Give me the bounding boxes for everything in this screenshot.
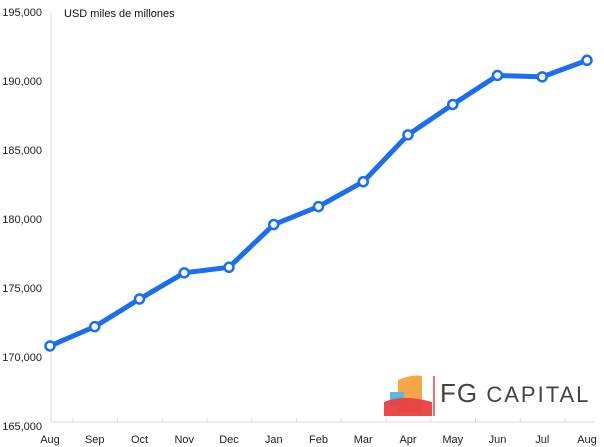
data-point [223, 261, 235, 274]
data-point [268, 218, 280, 231]
data-point [581, 54, 593, 67]
y-tick-label: 175,000 [2, 283, 42, 295]
data-point [178, 267, 190, 279]
x-tick-label: Nov [174, 434, 194, 446]
x-tick-label: Sep [85, 434, 105, 446]
x-tick-label: May [442, 434, 463, 446]
y-tick-label: 165,000 [2, 421, 42, 433]
data-point [357, 175, 369, 188]
data-point [133, 293, 146, 305]
x-tick-label: Oct [131, 434, 148, 446]
x-tick-label: Jul [535, 434, 549, 446]
x-tick-label: Feb [309, 434, 328, 446]
x-tick-label: Mar [354, 434, 373, 446]
y-tick-label: 190,000 [2, 76, 42, 88]
x-tick-label: Jan [265, 434, 283, 446]
logo-mark-icon [384, 375, 435, 416]
data-point [89, 320, 101, 333]
y-tick-label: 195,000 [2, 7, 42, 19]
y-tick-label: 170,000 [2, 352, 42, 364]
data-point [402, 129, 414, 141]
logo-brand: FG [440, 378, 479, 408]
data-point [536, 71, 548, 83]
x-tick-label: Aug [577, 434, 597, 446]
fg-capital-logo: FG CAPITAL [382, 372, 592, 420]
logo-name: CAPITAL [486, 382, 591, 407]
data-point [312, 200, 325, 213]
data-point [44, 340, 56, 352]
x-tick-label: Jun [489, 434, 507, 446]
x-tick-label: Apr [399, 434, 416, 446]
y-tick-label: 185,000 [2, 145, 42, 157]
x-tick-label: Aug [40, 434, 60, 446]
x-tick-label: Dec [219, 434, 239, 446]
data-point [491, 69, 504, 82]
data-point [447, 98, 459, 111]
chart-title: USD miles de millones [64, 8, 175, 20]
y-tick-label: 180,000 [2, 214, 42, 226]
